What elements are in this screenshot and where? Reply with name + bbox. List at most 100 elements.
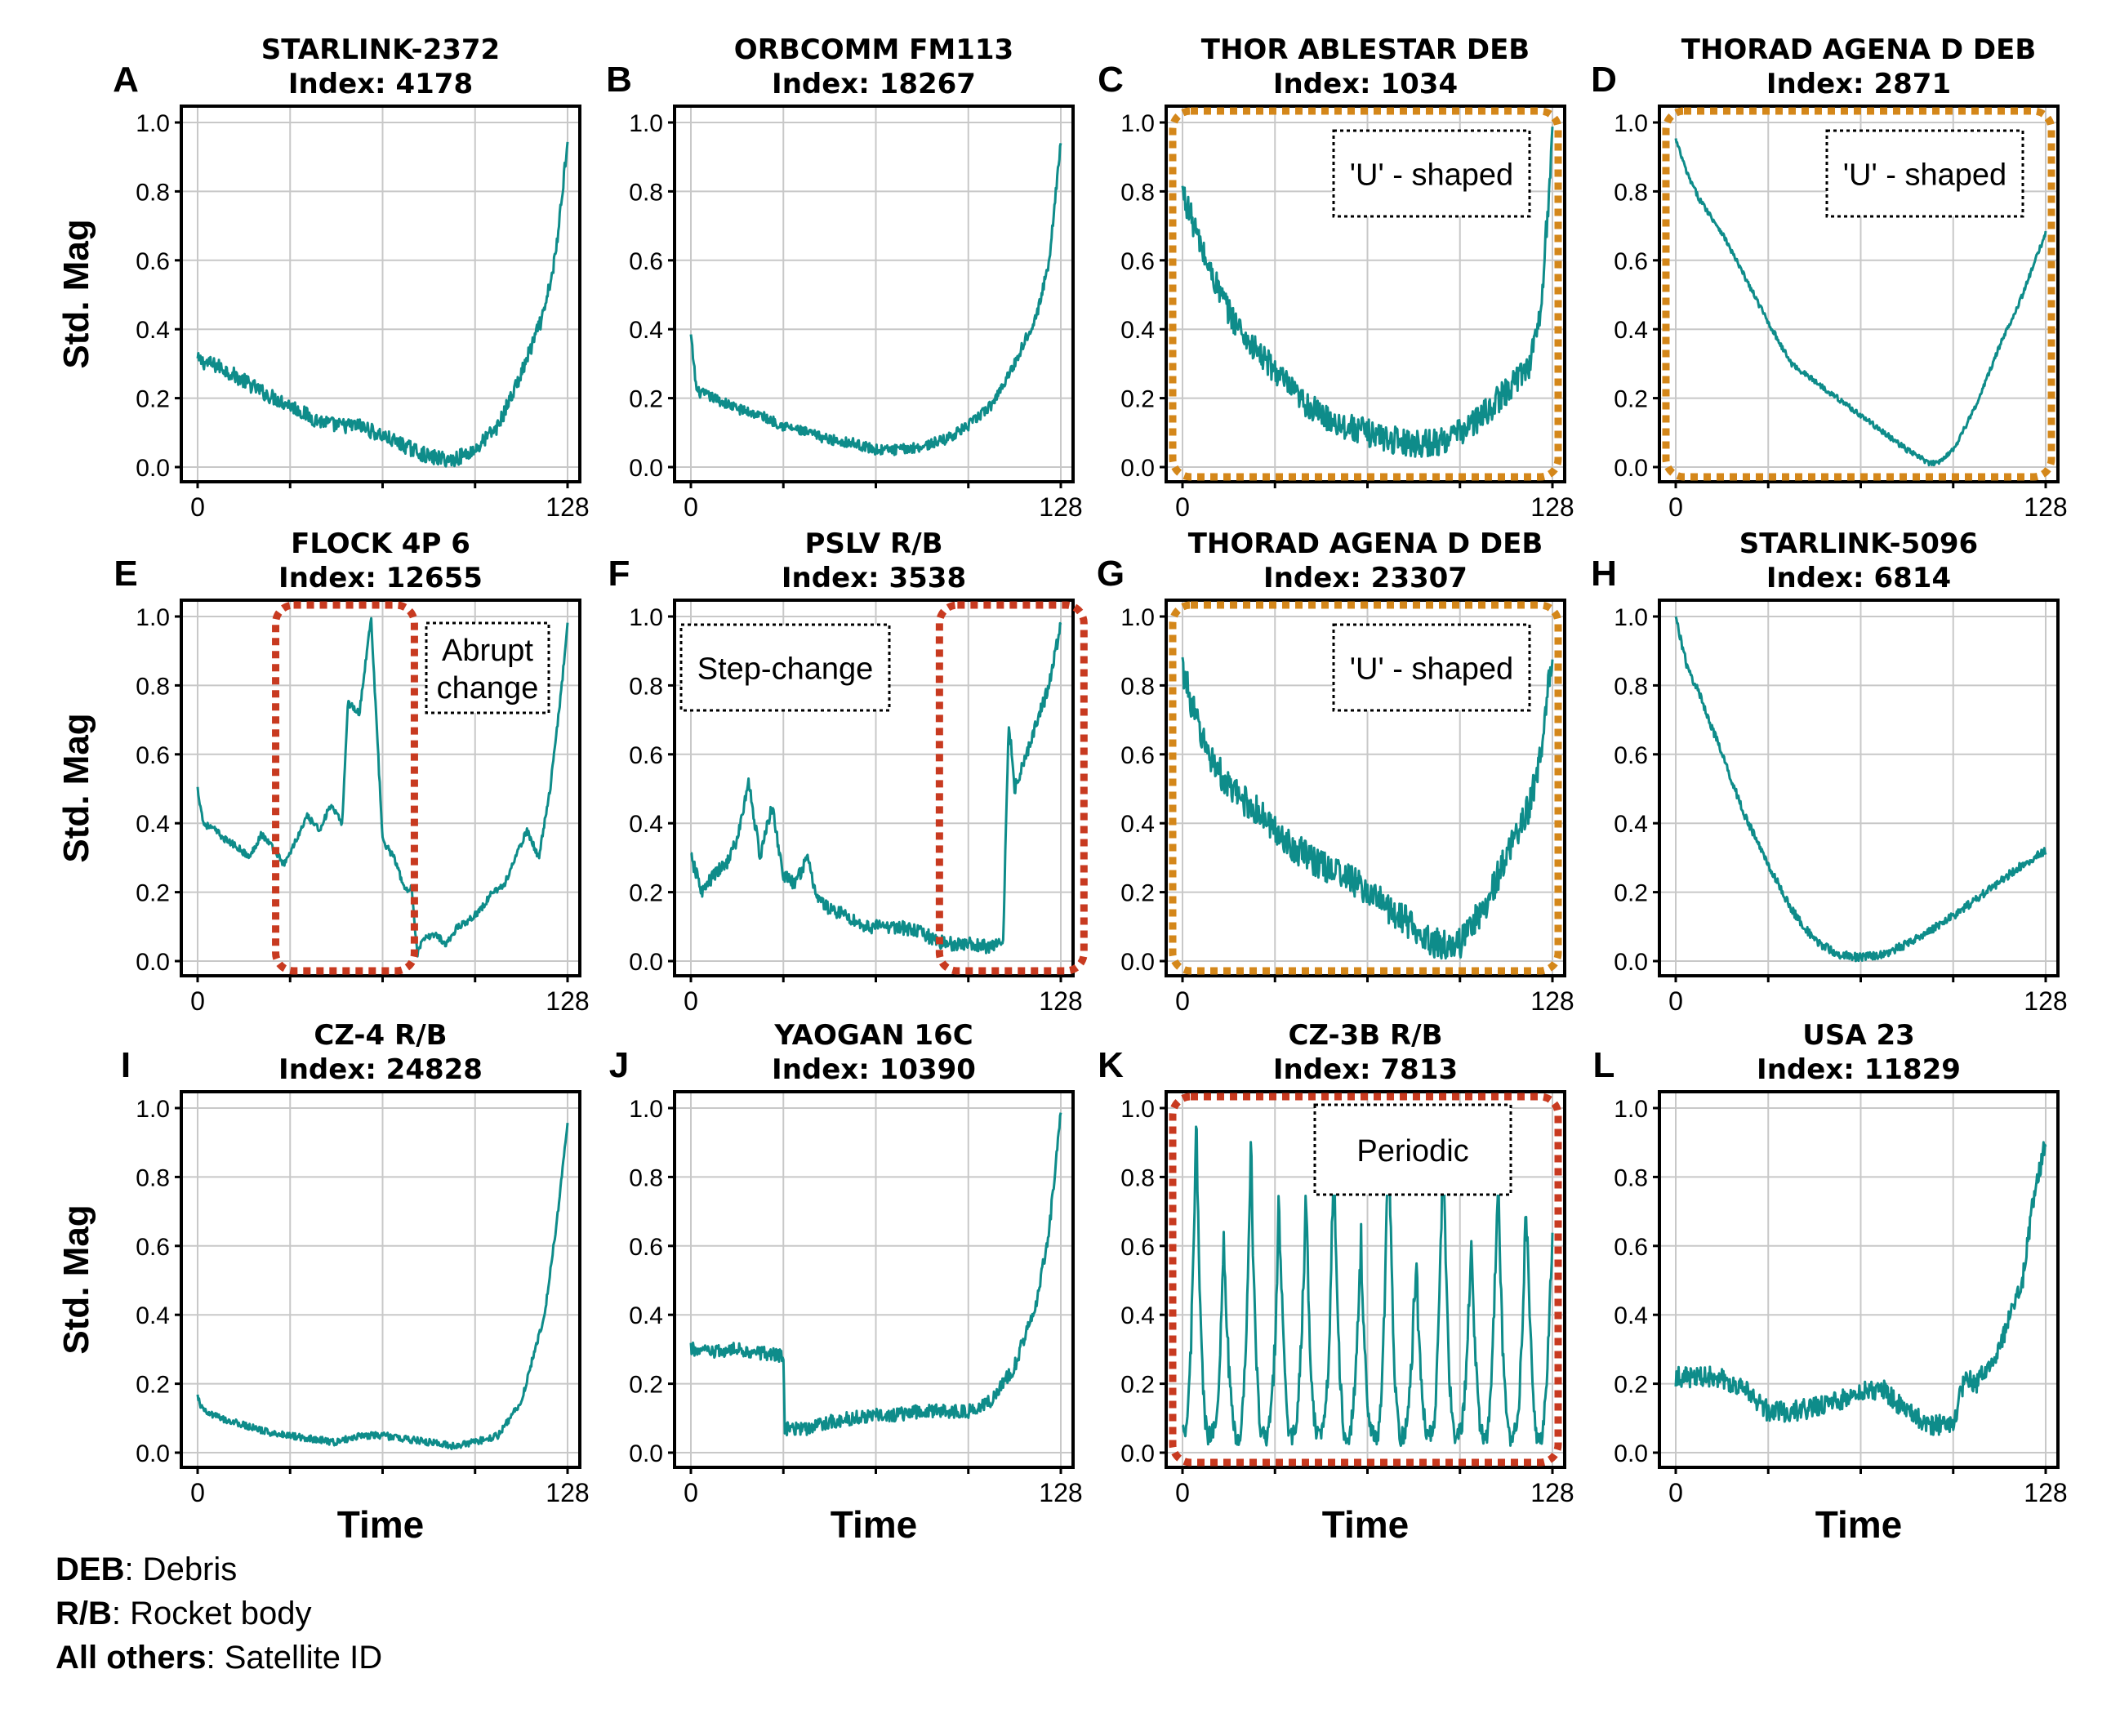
axes-frame bbox=[1165, 599, 1566, 977]
legend-item-rb: R/B: Rocket body bbox=[56, 1596, 312, 1631]
panel-title: FLOCK 4P 6 bbox=[291, 527, 470, 560]
y-tick-label: 0.6 bbox=[136, 1234, 170, 1261]
series-line bbox=[196, 617, 569, 958]
x-tick-label: 128 bbox=[546, 492, 589, 522]
highlight-box bbox=[1169, 107, 1562, 481]
panel-title: THORAD AGENA D DEB bbox=[1188, 527, 1543, 560]
y-tick-label: 0.0 bbox=[1120, 1440, 1155, 1467]
y-tick-label: 1.0 bbox=[1120, 1096, 1155, 1123]
panel-b: 0.0 0.2 0.4 0.6 0.8 1.0 0 128 ORBCOMM FM113Index… bbox=[606, 33, 1083, 522]
panel-subtitle: Index: 7813 bbox=[1273, 1053, 1458, 1086]
y-tick-label: 0.6 bbox=[1120, 248, 1155, 275]
x-axis-label: Time bbox=[1322, 1503, 1410, 1546]
panel-title: CZ-3B R/B bbox=[1288, 1019, 1442, 1052]
y-tick-label: 0.6 bbox=[136, 248, 170, 275]
annotation-box bbox=[1332, 129, 1531, 218]
y-tick-label: 0.2 bbox=[136, 386, 170, 413]
y-tick-label: 0.6 bbox=[629, 248, 663, 275]
panel-letter: A bbox=[113, 60, 139, 100]
y-tick-label: 0.0 bbox=[629, 1440, 663, 1467]
panel-letter: L bbox=[1593, 1045, 1615, 1085]
axes-frame bbox=[180, 599, 581, 977]
y-tick-label: 1.0 bbox=[629, 110, 663, 137]
x-axis-label: Time bbox=[1815, 1503, 1903, 1546]
panel-letter: J bbox=[609, 1045, 629, 1085]
y-tick-label: 0.0 bbox=[1120, 949, 1155, 976]
y-tick-label: 0.4 bbox=[1120, 1302, 1155, 1329]
x-tick-label: 0 bbox=[190, 1478, 205, 1507]
legend-item-deb: DEB: Debris bbox=[56, 1551, 238, 1587]
series-line bbox=[690, 621, 1062, 955]
y-tick-label: 0.2 bbox=[629, 386, 663, 413]
x-tick-label: 0 bbox=[1668, 492, 1683, 522]
panel-d: 0.0 0.2 0.4 0.6 0.8 1.0 0 128 THORAD AGENA D DEB… bbox=[1591, 33, 2068, 522]
highlight-box bbox=[1169, 1093, 1562, 1467]
highlight-box bbox=[935, 601, 1088, 975]
y-tick-label: 0.8 bbox=[629, 673, 663, 700]
panel-title: CZ-4 R/B bbox=[314, 1019, 447, 1052]
annotation-box bbox=[1332, 623, 1531, 712]
panel-title: STARLINK-2372 bbox=[261, 33, 500, 66]
series-line bbox=[689, 143, 1062, 456]
y-tick-label: 0.0 bbox=[1120, 455, 1155, 482]
panel-subtitle: Index: 23307 bbox=[1263, 562, 1468, 594]
panel-title: PSLV R/B bbox=[804, 527, 942, 560]
x-axis-label: Time bbox=[337, 1503, 425, 1546]
x-tick-label: 128 bbox=[2024, 492, 2067, 522]
y-tick-label: 1.0 bbox=[1614, 1096, 1648, 1123]
series-line bbox=[1674, 138, 2047, 467]
y-tick-label: 1.0 bbox=[136, 110, 170, 137]
y-tick-label: 1.0 bbox=[1120, 604, 1155, 631]
y-tick-label: 0.0 bbox=[136, 455, 170, 482]
y-tick-label: 0.4 bbox=[136, 1302, 170, 1329]
y-tick-label: 0.2 bbox=[1120, 1372, 1155, 1399]
y-tick-label: 0.4 bbox=[1120, 811, 1155, 838]
x-tick-label: 128 bbox=[1039, 1478, 1082, 1507]
annotation-box bbox=[1313, 1103, 1512, 1196]
x-tick-label: 0 bbox=[190, 492, 205, 522]
panel-letter: B bbox=[606, 60, 632, 100]
highlight-box bbox=[272, 601, 418, 975]
y-tick-label: 1.0 bbox=[629, 1096, 663, 1123]
annotation-label: 'U' - shaped bbox=[1843, 158, 2006, 193]
x-tick-label: 128 bbox=[1039, 986, 1082, 1016]
annotation-label: change bbox=[437, 671, 539, 706]
y-tick-label: 0.2 bbox=[1614, 1372, 1648, 1399]
y-tick-label: 0.6 bbox=[1614, 248, 1648, 275]
y-tick-label: 1.0 bbox=[629, 604, 663, 631]
series-line bbox=[1674, 616, 2047, 963]
y-tick-label: 0.8 bbox=[1120, 673, 1155, 700]
annotation-label: Abrupt bbox=[442, 634, 533, 668]
y-tick-label: 0.6 bbox=[1120, 1234, 1155, 1261]
annotation-label: 'U' - shaped bbox=[1350, 158, 1513, 193]
y-tick-label: 0.8 bbox=[629, 179, 663, 206]
y-tick-label: 0.6 bbox=[136, 742, 170, 769]
y-tick-label: 0.0 bbox=[136, 949, 170, 976]
y-tick-label: 0.2 bbox=[136, 1372, 170, 1399]
annotation-box bbox=[679, 623, 891, 712]
annotation-label: 'U' - shaped bbox=[1350, 652, 1513, 687]
y-tick-label: 0.0 bbox=[629, 455, 663, 482]
panel-subtitle: Index: 3538 bbox=[782, 562, 966, 594]
panel-a: 0.0 0.2 0.4 0.6 0.8 1.0 0 128 STARLINK-2372Index… bbox=[56, 33, 590, 522]
annotation-box bbox=[425, 621, 550, 714]
panel-subtitle: Index: 6814 bbox=[1766, 562, 1951, 594]
panel-h: 0.0 0.2 0.4 0.6 0.8 1.0 0 128 STARLINK-5096Index… bbox=[1591, 527, 2068, 1016]
panel-g: 0.0 0.2 0.4 0.6 0.8 1.0 0 128 THORAD AGENA D DEB… bbox=[1097, 527, 1574, 1016]
x-tick-label: 0 bbox=[1175, 986, 1190, 1016]
y-tick-label: 0.4 bbox=[1120, 317, 1155, 344]
y-tick-label: 0.6 bbox=[1614, 1234, 1648, 1261]
series-line bbox=[689, 1112, 1062, 1437]
y-tick-label: 0.4 bbox=[1614, 811, 1648, 838]
panel-subtitle: Index: 4178 bbox=[288, 68, 473, 100]
x-tick-label: 128 bbox=[1530, 492, 1574, 522]
series-line bbox=[1674, 1141, 2047, 1436]
y-tick-label: 0.8 bbox=[136, 673, 170, 700]
y-tick-label: 0.4 bbox=[1614, 317, 1648, 344]
y-tick-label: 0.2 bbox=[1614, 386, 1648, 413]
x-tick-label: 128 bbox=[2024, 986, 2067, 1016]
